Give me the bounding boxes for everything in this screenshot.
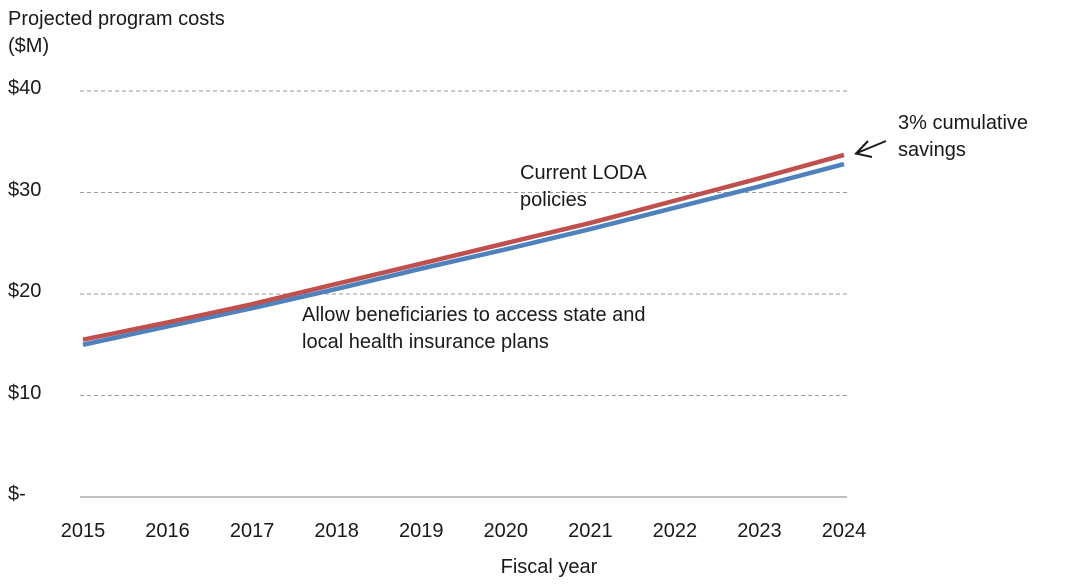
series-lines bbox=[82, 152, 845, 347]
annotation-savings: 3% cumulative savings bbox=[898, 112, 1029, 161]
x-tick-label: 2022 bbox=[652, 520, 698, 542]
x-tick-label: 2018 bbox=[314, 520, 359, 542]
x-tick-label: 2017 bbox=[229, 520, 275, 542]
y-axis-title: Projected program costs ($M) bbox=[8, 8, 225, 57]
y-tick-label: $20 bbox=[8, 280, 42, 302]
x-tick-label: 2019 bbox=[398, 520, 444, 542]
annotation-current-policies: Current LODA policies bbox=[520, 162, 646, 211]
y-tick-label: $- bbox=[8, 483, 26, 505]
gridlines bbox=[80, 90, 847, 396]
annotation-allow-beneficiaries: Allow beneficiaries to access state and … bbox=[302, 304, 646, 353]
series-line bbox=[82, 152, 845, 342]
x-tick-label: 2016 bbox=[145, 520, 190, 542]
x-tick-label: 2021 bbox=[568, 520, 613, 542]
y-tick-label: $30 bbox=[8, 178, 42, 201]
y-tick-label: $10 bbox=[8, 381, 42, 404]
x-tick-label: 2024 bbox=[821, 520, 867, 542]
x-tick-label: 2020 bbox=[483, 520, 529, 542]
x-axis-title: Fiscal year bbox=[500, 556, 598, 578]
x-tick-label: 2023 bbox=[737, 520, 782, 542]
series-line bbox=[82, 161, 845, 347]
x-tick-label: 2015 bbox=[60, 520, 106, 542]
savings-arrow bbox=[854, 140, 887, 158]
y-tick-label: $40 bbox=[8, 77, 42, 99]
